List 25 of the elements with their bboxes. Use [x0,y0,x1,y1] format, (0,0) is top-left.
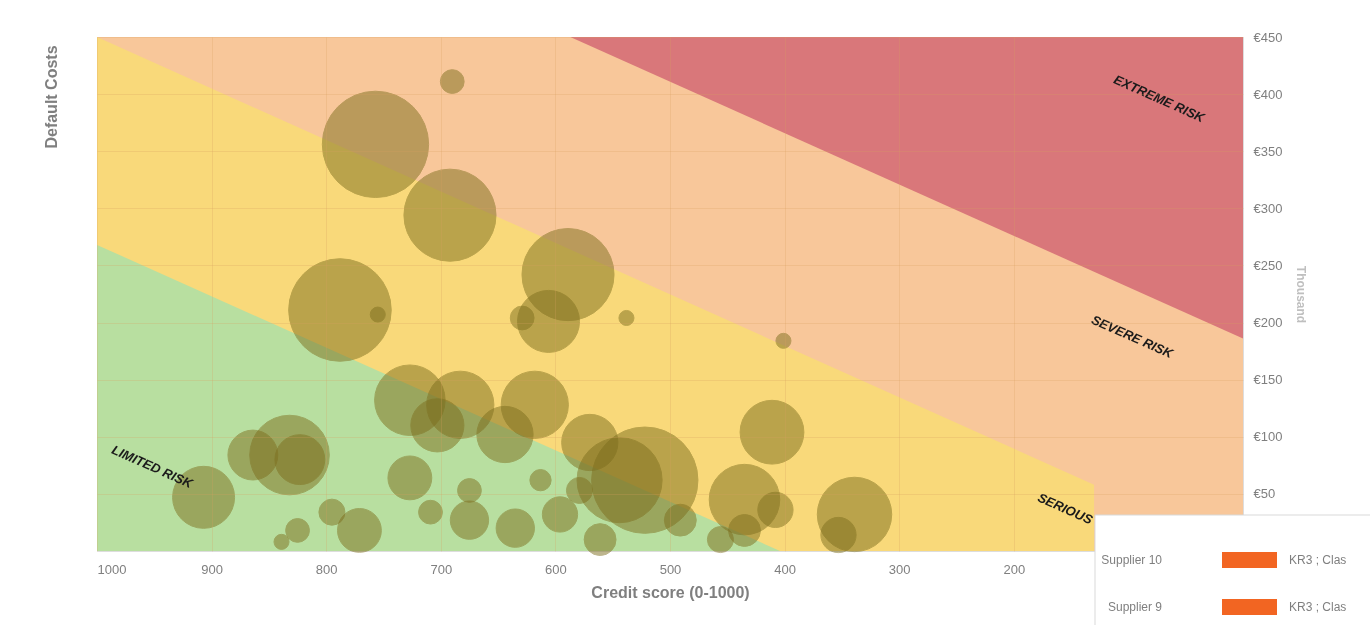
y-tick-label: €350 [1253,143,1283,159]
x-tick-label: 300 [888,561,911,577]
y-tick-label: €100 [1253,429,1283,445]
text: Thousand [1294,265,1309,324]
x-tick-label: 500 [659,561,682,577]
y-axis-title: Default Costs [43,45,60,149]
x-tick-label: 200 [1003,561,1026,577]
x-tick-label: 400 [774,561,796,577]
x-tick-label: 900 [201,561,223,577]
y-tick-label: €450 [1253,29,1283,45]
y-tick-label: €50 [1253,486,1276,502]
text: KR3 ; Clas [1289,553,1347,567]
x-tick-label: 600 [545,561,567,577]
text: KR3 ; Clas [1289,600,1347,614]
text: Supplier 9 [1107,600,1163,614]
y-tick-label: €200 [1253,315,1283,331]
x-tick-label: 1000 [97,561,127,577]
y-tick-label: €150 [1253,372,1283,388]
x-tick-label: 800 [315,561,338,577]
y-tick-label: €300 [1253,200,1283,216]
y-tick-label: €400 [1253,86,1283,102]
text: Supplier 10 [1101,553,1163,567]
x-axis-title: Credit score (0-1000) [591,583,750,601]
y-tick-label: €250 [1253,257,1283,273]
x-tick-label: 700 [430,561,453,577]
